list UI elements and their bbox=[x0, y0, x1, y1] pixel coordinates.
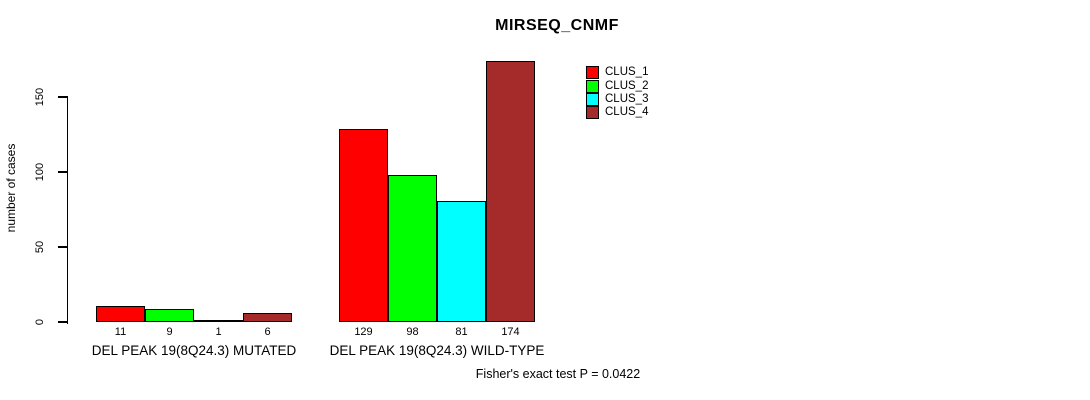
legend-item: CLUS_2 bbox=[586, 79, 649, 93]
fisher-test-caption: Fisher's exact test P = 0.0422 bbox=[475, 367, 641, 381]
y-tick-mark bbox=[58, 171, 68, 173]
bar-clus_1-group1 bbox=[96, 305, 145, 322]
bar-value-label: 6 bbox=[264, 326, 271, 338]
bar-clus_4-group1 bbox=[243, 313, 292, 322]
legend-swatch-icon bbox=[586, 66, 599, 80]
legend-label: CLUS_3 bbox=[605, 92, 649, 105]
bar-value-label: 1 bbox=[215, 326, 222, 338]
y-tick-mark bbox=[58, 246, 68, 248]
bar-value-label: 81 bbox=[455, 326, 468, 338]
legend-label: CLUS_2 bbox=[605, 79, 649, 92]
bar-clus_2-group2 bbox=[388, 175, 437, 322]
legend-label: CLUS_4 bbox=[605, 106, 649, 119]
legend-item: CLUS_4 bbox=[586, 106, 649, 120]
bar-value-label: 129 bbox=[354, 326, 373, 338]
legend-item: CLUS_1 bbox=[586, 66, 649, 80]
bar-value-label: 174 bbox=[501, 326, 520, 338]
legend: CLUS_1 CLUS_2 CLUS_3 CLUS_4 bbox=[586, 66, 648, 120]
bar-value-label: 98 bbox=[406, 326, 419, 338]
y-tick-label: 150 bbox=[34, 87, 46, 107]
legend-swatch-icon bbox=[586, 92, 599, 106]
x-category-label: DEL PEAK 19(8Q24.3) MUTATED bbox=[91, 343, 297, 358]
y-tick-label: 0 bbox=[34, 318, 46, 326]
bar-value-label: 11 bbox=[114, 326, 127, 338]
bar-clus_3-group2 bbox=[437, 200, 486, 322]
bar-clus_4-group2 bbox=[486, 61, 535, 322]
y-tick-mark bbox=[58, 321, 68, 323]
legend-swatch-icon bbox=[586, 106, 599, 120]
bar-clus_1-group2 bbox=[339, 128, 388, 322]
bar-clus_3-group1 bbox=[194, 319, 243, 322]
x-category-label: DEL PEAK 19(8Q24.3) WILD-TYPE bbox=[329, 343, 545, 358]
y-tick-label: 100 bbox=[34, 162, 46, 182]
y-axis-line bbox=[66, 97, 68, 324]
legend-item: CLUS_3 bbox=[586, 92, 649, 106]
bar-clus_2-group1 bbox=[145, 308, 194, 322]
chart-title: MIRSEQ_CNMF bbox=[495, 17, 619, 34]
bar-value-label: 9 bbox=[166, 326, 173, 338]
y-tick-label: 50 bbox=[34, 240, 46, 254]
y-axis-label: number of cases bbox=[4, 143, 18, 233]
legend-label: CLUS_1 bbox=[605, 66, 649, 79]
y-tick-mark bbox=[58, 96, 68, 98]
legend-swatch-icon bbox=[586, 79, 599, 93]
